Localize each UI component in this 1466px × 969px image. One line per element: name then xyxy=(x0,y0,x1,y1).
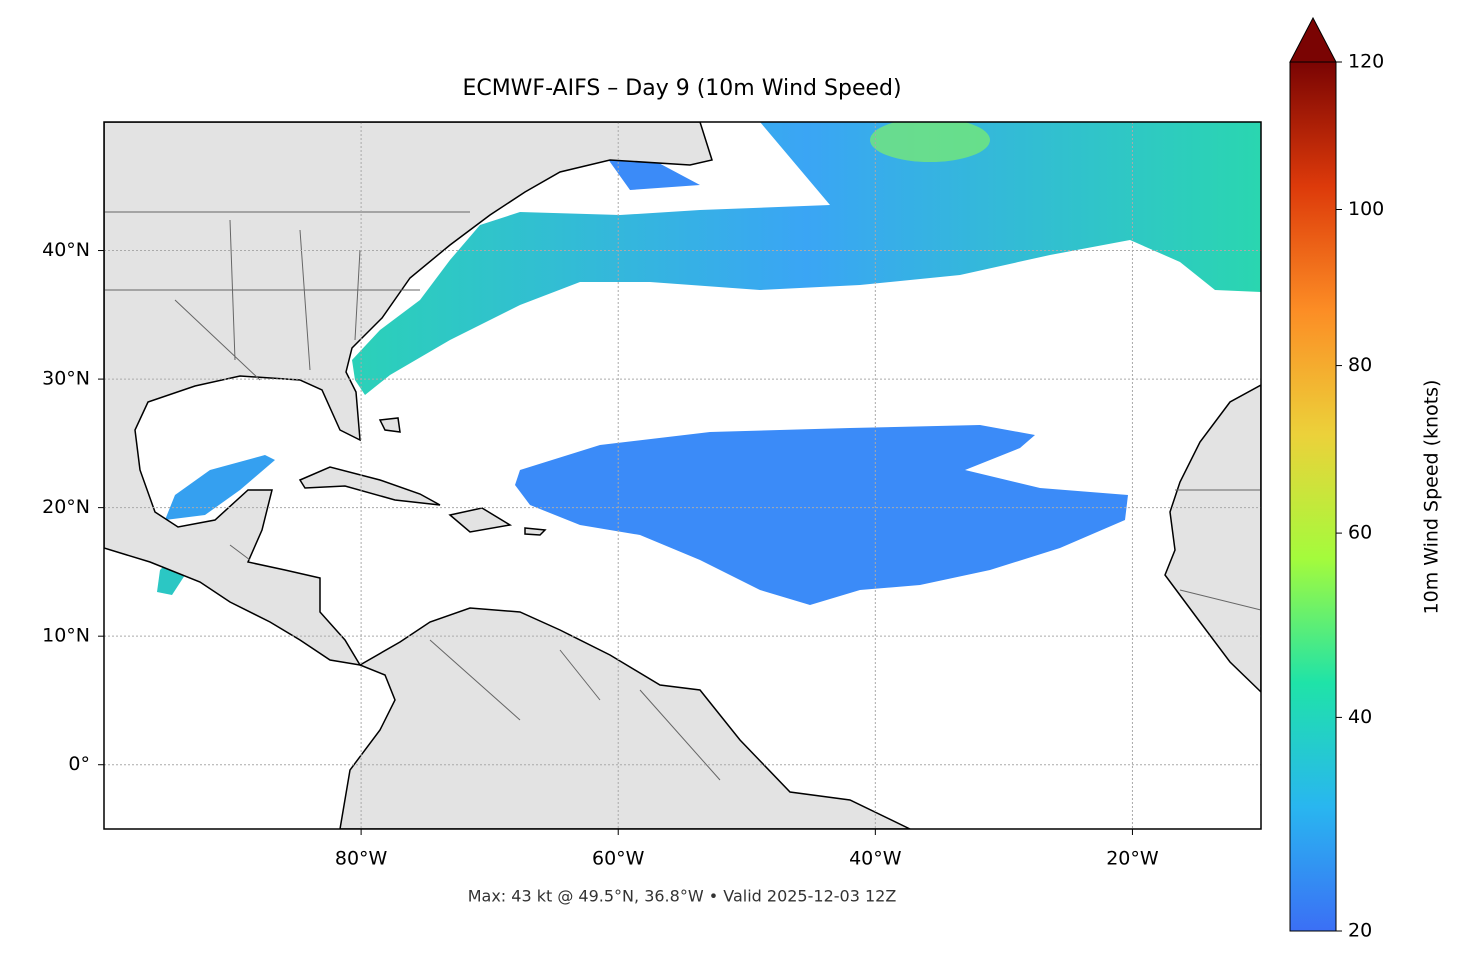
colorbar-extend xyxy=(1289,16,1337,63)
africa xyxy=(1164,384,1261,694)
colorbar-tick-label: 100 xyxy=(1348,198,1384,220)
x-tick-label: 80°W xyxy=(335,848,388,870)
borders xyxy=(104,211,1261,781)
colorbar-tick-label: 20 xyxy=(1348,920,1372,942)
colorbar-label: 10m Wind Speed (knots) xyxy=(1421,380,1443,615)
y-tick-label: 0° xyxy=(68,753,90,775)
colorbar-tick-label: 60 xyxy=(1348,522,1372,544)
x-tick-label: 40°W xyxy=(849,848,902,870)
wind-subtropical xyxy=(515,425,1128,605)
map-title: ECMWF-AIFS – Day 9 (10m Wind Speed) xyxy=(462,76,901,101)
x-tick-label: 20°W xyxy=(1106,848,1159,870)
wind-max xyxy=(870,122,990,162)
colorbar-tick-label: 120 xyxy=(1348,51,1384,73)
colorbar-tick-label: 80 xyxy=(1348,354,1372,376)
wind-band-north xyxy=(352,122,1261,395)
south-america xyxy=(339,607,911,829)
y-tick-label: 20°N xyxy=(42,496,90,518)
caribbean-islands xyxy=(298,417,547,536)
colorbar xyxy=(1289,61,1337,932)
map-subtitle: Max: 43 kt @ 49.5°N, 36.8°W • Valid 2025… xyxy=(468,887,897,906)
y-tick-label: 40°N xyxy=(42,239,90,261)
grid xyxy=(104,122,1261,829)
y-tick-label: 10°N xyxy=(42,625,90,647)
north-america xyxy=(104,122,713,667)
plot-frame xyxy=(103,121,1262,830)
wind-gulf xyxy=(165,455,275,520)
x-tick-label: 60°W xyxy=(592,848,645,870)
y-tick-label: 30°N xyxy=(42,368,90,390)
colorbar-tick-label: 40 xyxy=(1348,706,1372,728)
plot-area xyxy=(104,122,1261,829)
